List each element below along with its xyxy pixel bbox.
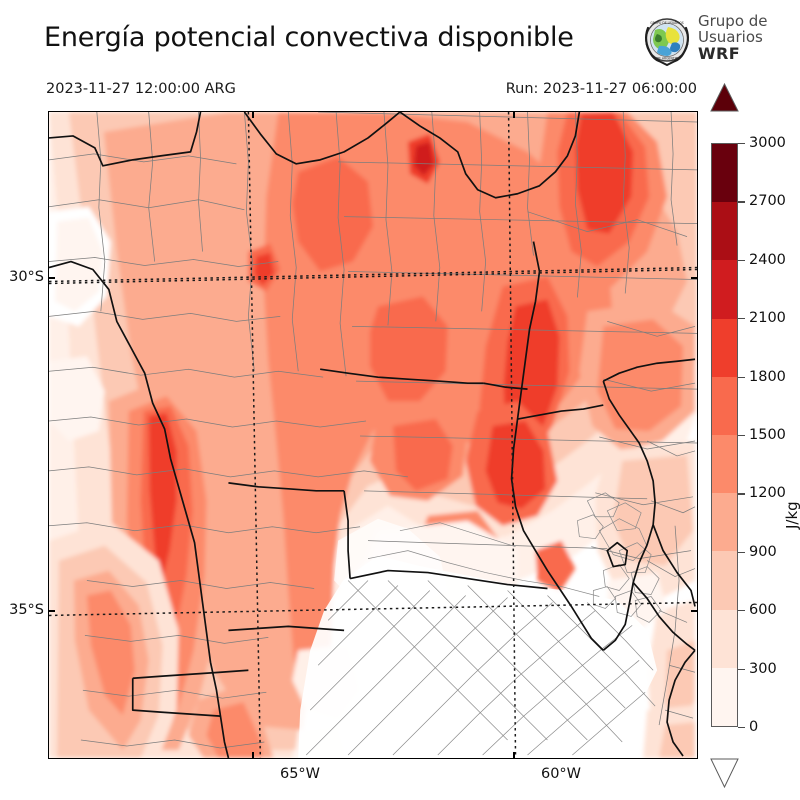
- political-borders-overlay: [49, 112, 697, 758]
- colorbar-band: [712, 551, 737, 610]
- colorbar-tick: [738, 143, 745, 145]
- y-axis-tick-30S: 30°S: [9, 269, 44, 285]
- colorbar-tick-label: 3000: [749, 135, 786, 151]
- colorbar-tick: [738, 668, 745, 670]
- x-axis-tick-mark: [513, 112, 515, 118]
- x-axis-tick-mark: [252, 752, 254, 758]
- colorbar-tick: [738, 376, 745, 378]
- colorbar-band: [712, 202, 737, 261]
- colorbar-tick: [738, 493, 745, 495]
- colorbar-tick: [738, 435, 745, 437]
- logo-line-3: WRF: [698, 43, 741, 63]
- svg-text:GRUPO DE USUARIOS: GRUPO DE USUARIOS: [650, 21, 684, 25]
- colorbar-tick-label: 2400: [749, 251, 786, 268]
- logo-line-1: Grupo de: [698, 12, 768, 30]
- colorbar-band: [712, 144, 737, 203]
- colorbar-band: [712, 376, 737, 435]
- colorbar-tick-label: 900: [749, 543, 777, 560]
- colorbar-tick: [738, 201, 745, 203]
- x-axis-tick-mark: [513, 752, 515, 758]
- colorbar-band: [712, 493, 737, 552]
- colorbar-tick-label: 300: [749, 660, 777, 677]
- colorbar-tick-label: 2700: [749, 193, 786, 210]
- colorbar-unit-label: J/kg: [783, 501, 800, 529]
- valid-time-label: 2023-11-27 12:00:00 ARG: [46, 81, 236, 97]
- colorbar-band: [712, 318, 737, 377]
- colorbar-tick-label: 1500: [749, 427, 786, 443]
- y-axis-tick-mark: [691, 610, 697, 612]
- colorbar-band: [712, 667, 737, 726]
- wrf-user-group-logo: GRUPO DE USUARIOS WRF ARGENTINA Grupo de…: [641, 12, 796, 72]
- colorbar-tick: [738, 318, 745, 320]
- colorbar-tick: [738, 727, 745, 729]
- colorbar[interactable]: 3000 2700 2400 2100 1800 1500 1200 900 600 300 0 J…: [710, 83, 800, 788]
- y-axis-tick-mark: [691, 277, 697, 279]
- svg-text:WRF ARGENTINA: WRF ARGENTINA: [654, 57, 681, 61]
- x-axis-tick-mark: [252, 112, 254, 118]
- colorbar-band: [712, 260, 737, 319]
- run-time-label: Run: 2023-11-27 06:00:00: [505, 81, 697, 97]
- colorbar-tick-label: 2100: [749, 310, 786, 327]
- y-axis-tick-mark: [49, 610, 55, 612]
- colorbar-under-arrow-icon: [710, 758, 739, 788]
- colorbar-tick-label: 0: [749, 719, 759, 735]
- colorbar-band: [712, 434, 737, 494]
- y-axis-tick-mark: [49, 277, 55, 279]
- colorbar-band: [712, 609, 737, 668]
- colorbar-tick-label: 600: [749, 602, 777, 619]
- logo-text-block: Grupo de Usuarios WRF: [698, 12, 768, 63]
- wrf-globe-emblem-icon: GRUPO DE USUARIOS WRF ARGENTINA: [644, 18, 690, 67]
- colorbar-tick: [738, 551, 745, 554]
- x-axis-tick-60W: 60°W: [540, 766, 582, 782]
- colorbar-tick-label: 1200: [749, 485, 786, 502]
- latlon-gridlines: [49, 112, 697, 758]
- colorbar-over-arrow-icon: [710, 83, 739, 112]
- logo-line-2: Usuarios: [698, 27, 763, 46]
- x-axis-tick-65W: 65°W: [279, 766, 321, 782]
- colorbar-tick-label: 1800: [749, 368, 786, 385]
- map-plot-area[interactable]: [48, 111, 698, 759]
- colorbar-tick: [738, 259, 745, 262]
- colorbar-gradient: [711, 143, 738, 727]
- page-title: Energía potencial convectiva disponible: [44, 22, 574, 53]
- colorbar-tick: [738, 610, 745, 612]
- y-axis-tick-35S: 35°S: [9, 602, 44, 618]
